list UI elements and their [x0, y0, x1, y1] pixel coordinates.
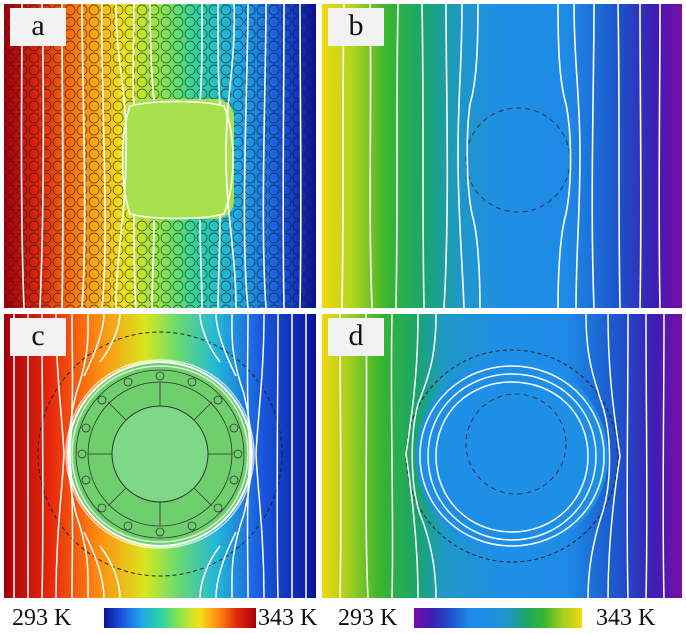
panel-d: d: [322, 314, 682, 598]
panel-a-label: a: [10, 8, 66, 46]
colorbar-1-min-label: 293 K: [12, 605, 72, 631]
panel-c-image: [4, 314, 316, 598]
colorbar-1: [104, 608, 256, 628]
panel-c-label: c: [10, 318, 66, 356]
panel-d-image: [322, 314, 682, 598]
colorbar-1-max-label: 343 K: [258, 605, 318, 631]
panel-b: b: [322, 4, 682, 308]
panel-c: c: [4, 314, 316, 598]
panel-b-image: [322, 4, 682, 308]
panel-b-label: b: [328, 8, 384, 46]
panel-a-image: [4, 4, 316, 308]
colorbar-2-min-label: 293 K: [338, 605, 398, 631]
panel-d-label: d: [328, 318, 384, 356]
colorbar-2: [414, 608, 582, 628]
panel-a: a: [4, 4, 316, 308]
colorbar-2-max-label: 343 K: [596, 605, 656, 631]
